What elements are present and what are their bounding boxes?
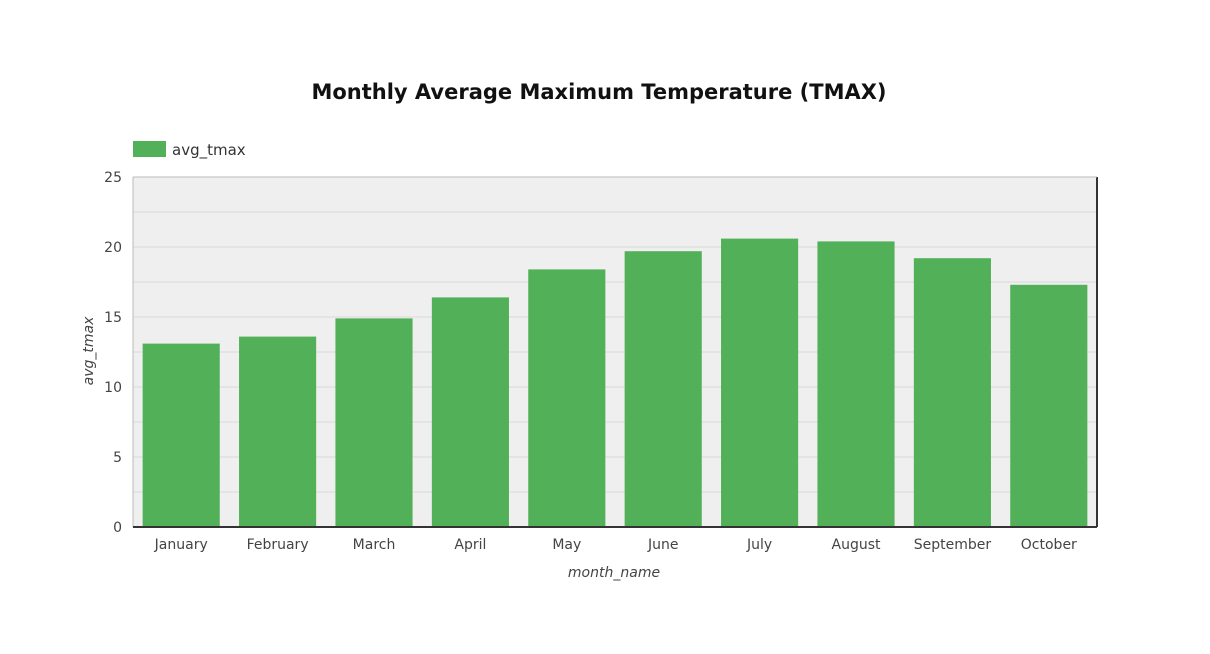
- x-axis-label: month_name: [568, 565, 660, 581]
- y-tick-label: 15: [104, 310, 122, 326]
- x-tick-label: June: [647, 537, 679, 553]
- x-tick-label: February: [247, 537, 309, 553]
- legend-label: avg_tmax: [172, 141, 246, 160]
- x-tick-labels: January February March April May June July Augu…: [154, 537, 1077, 553]
- y-axis-label: avg_tmax: [81, 316, 97, 385]
- bar-october: [1010, 284, 1088, 527]
- y-tick-label: 25: [104, 170, 122, 186]
- x-tick-label: April: [454, 537, 486, 553]
- x-tick-label: October: [1021, 537, 1077, 553]
- x-tick-label: July: [746, 537, 772, 553]
- legend: avg_tmax: [133, 141, 246, 160]
- y-tick-label: 0: [113, 520, 122, 536]
- bar-january: [142, 343, 220, 527]
- legend-swatch: [133, 141, 166, 157]
- bar-march: [335, 318, 413, 527]
- bar-july: [721, 238, 799, 527]
- x-tick-label: March: [353, 537, 396, 553]
- x-tick-label: May: [552, 537, 581, 553]
- bar-august: [817, 241, 895, 527]
- x-tick-label: August: [832, 537, 882, 553]
- bar-september: [913, 258, 991, 527]
- y-tick-label: 20: [104, 240, 122, 256]
- bar-february: [239, 336, 317, 527]
- bar-june: [624, 251, 702, 527]
- chart-title: Monthly Average Maximum Temperature (TMA…: [311, 80, 886, 104]
- x-tick-label: January: [154, 537, 208, 553]
- x-tick-label: September: [914, 537, 992, 553]
- y-tick-label: 10: [104, 380, 122, 396]
- y-tick-label: 5: [113, 450, 122, 466]
- bars: [142, 238, 1088, 527]
- bar-april: [431, 297, 509, 527]
- y-tick-labels: 0 5 10 15 20 25: [104, 170, 122, 536]
- bar-may: [528, 269, 606, 527]
- axes: [132, 176, 1098, 528]
